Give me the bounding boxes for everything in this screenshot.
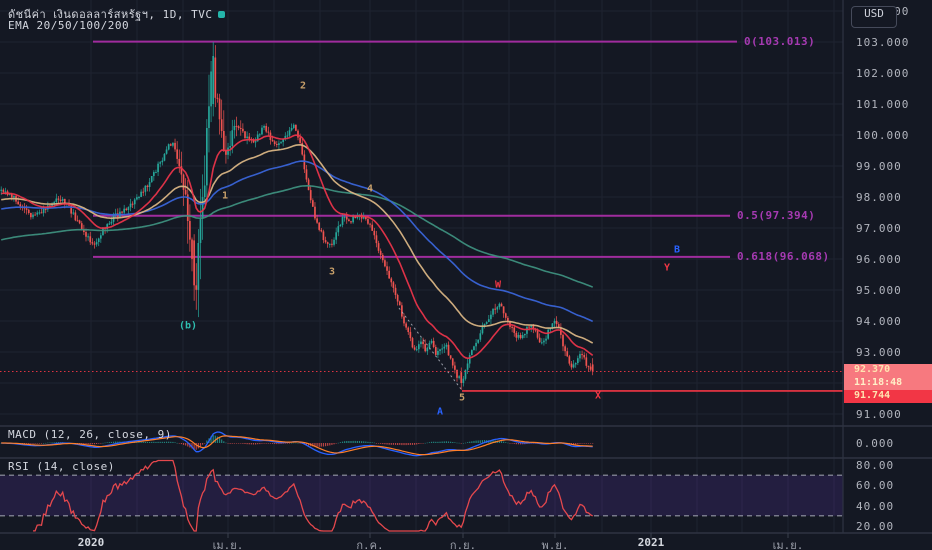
fib-level-label: 0.618(96.068) [737, 249, 830, 263]
time-axis-label: พ.ย. [541, 539, 569, 550]
wave-label-3[interactable]: 3 [328, 266, 336, 278]
price-axis-label: 101.000 [856, 98, 910, 111]
time-axis-label: เม.ย. [772, 539, 804, 550]
wave-label-W[interactable]: W [494, 279, 502, 291]
wave-label-1[interactable]: 1 [221, 190, 229, 202]
time-axis-label: เม.ย. [212, 539, 244, 550]
alert-price-badge[interactable]: 91.744 [844, 390, 932, 403]
wave-label-X[interactable]: X [594, 390, 602, 402]
macd-indicator-legend[interactable]: MACD (12, 26, close, 9) [8, 428, 172, 441]
price-axis-label: 91.000 [856, 408, 902, 421]
price-axis-label: 93.000 [856, 346, 902, 359]
rsi-axis-label: 80.00 [856, 459, 895, 472]
fib-level-label: 0.5(97.394) [737, 208, 816, 222]
wave-label-A[interactable]: A [436, 406, 444, 418]
wave-label-4[interactable]: 4 [366, 183, 374, 195]
wave-label-Y[interactable]: Y [663, 262, 671, 274]
ema-indicator-legend[interactable]: EMA 20/50/100/200 [8, 19, 130, 32]
rsi-axis-label: 60.00 [856, 479, 895, 493]
countdown-badge: 11:18:48 [844, 377, 932, 390]
rsi-indicator-legend[interactable]: RSI (14, close) [8, 460, 115, 473]
macd-axis-label: 0.000 [856, 437, 895, 450]
rsi-axis-label: 20.00 [856, 520, 895, 533]
wave-label-5[interactable]: 5 [458, 392, 466, 404]
time-axis-label: ก.ค. [356, 539, 384, 550]
price-axis-label: 103.000 [856, 36, 910, 49]
price-axis-label: 97.000 [856, 222, 902, 235]
symbol-title[interactable]: ดัชนีค่า เงินดอลลาร์สหรัฐฯ, 1D, TVC [8, 8, 213, 21]
price-axis-label: 94.000 [856, 315, 902, 328]
wave-label-2[interactable]: 2 [299, 80, 307, 92]
wave-label-B[interactable]: B [673, 244, 681, 256]
currency-toggle-button[interactable]: USD [851, 6, 897, 28]
time-axis-label: 2020 [77, 536, 105, 549]
wave-label-b[interactable]: (b) [178, 320, 198, 332]
time-axis-label: ก.ย. [449, 539, 477, 550]
price-axis-label: 95.000 [856, 284, 902, 297]
time-axis-label: 2021 [637, 536, 665, 549]
fib-level-label: 0(103.013) [744, 34, 816, 48]
live-data-icon [218, 11, 226, 18]
rsi-axis-label: 40.00 [856, 499, 895, 513]
price-axis-label: 102.000 [856, 67, 910, 80]
symbol-title-row[interactable]: ดัชนีค่า เงินดอลลาร์สหรัฐฯ, 1D, TVC [8, 5, 226, 23]
price-axis-label: 96.000 [856, 253, 902, 266]
price-axis-label: 98.000 [856, 191, 902, 204]
price-axis-label: 100.000 [856, 129, 910, 142]
price-axis-label: 99.000 [856, 160, 902, 173]
last-price-badge: 92.370 [844, 364, 932, 377]
